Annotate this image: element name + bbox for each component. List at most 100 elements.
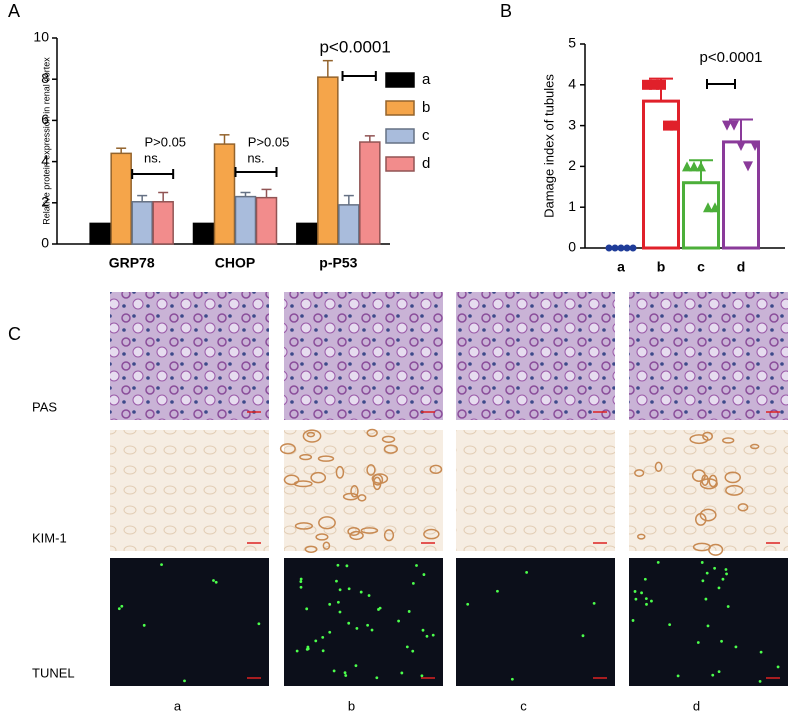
fluorescent-dot	[724, 568, 728, 571]
fluorescent-dot	[700, 561, 704, 564]
stain	[725, 484, 744, 496]
stain	[318, 516, 336, 530]
y-tick-label: 5	[568, 35, 576, 51]
micrograph	[456, 558, 615, 686]
micrograph-image	[456, 430, 615, 551]
fluorescent-dot	[420, 674, 424, 678]
fluorescent-dot	[631, 619, 635, 622]
bar	[317, 76, 339, 245]
fluorescent-dot	[656, 560, 660, 564]
stain	[724, 471, 741, 484]
fluorescent-dot	[411, 649, 415, 653]
bar	[89, 222, 111, 245]
fluorescent-dot	[336, 563, 340, 567]
column-label: a	[174, 698, 182, 713]
fluorescent-dot	[183, 679, 186, 683]
data-point	[642, 79, 652, 90]
x-tick-label: CHOP	[215, 255, 255, 271]
micrograph-image	[110, 430, 269, 551]
fluorescent-dot	[338, 588, 342, 592]
y-tick-label: 3	[568, 116, 576, 132]
stain	[279, 443, 296, 455]
data-point	[623, 244, 631, 252]
row-label: TUNEL	[32, 665, 75, 680]
fluorescent-dot	[466, 602, 470, 606]
stain	[429, 464, 443, 475]
column-label: b	[348, 698, 355, 713]
stain	[335, 465, 345, 479]
fluorescent-dot	[354, 664, 358, 668]
micrograph-image	[284, 558, 443, 686]
y-tick-label: 10	[33, 29, 49, 45]
fluorescent-dot	[633, 590, 637, 593]
y-axis-label: Relative protein expression in renal cor…	[41, 57, 51, 225]
micrograph	[629, 558, 788, 686]
fluorescent-dot	[321, 635, 325, 639]
stain	[357, 494, 367, 502]
stain	[423, 528, 440, 540]
data-point	[649, 79, 659, 90]
x-tick-label: c	[697, 259, 705, 275]
fluorescent-dot	[332, 669, 336, 673]
micrograph-image	[284, 430, 443, 551]
stain	[722, 437, 735, 444]
stain	[691, 469, 706, 483]
stain	[708, 543, 724, 556]
fluorescent-dot	[725, 572, 728, 576]
data-point	[703, 202, 713, 213]
x-tick-label: p-P53	[319, 255, 357, 271]
annotation: P>0.05	[144, 134, 186, 149]
y-tick-label: 1	[568, 198, 576, 214]
fluorescent-dot	[705, 571, 709, 575]
fluorescent-dot	[676, 674, 680, 678]
fluorescent-dot	[355, 627, 359, 630]
fluorescent-dot	[701, 579, 705, 583]
stain	[371, 473, 389, 484]
data-point	[611, 244, 619, 252]
fluorescent-dot	[336, 600, 340, 604]
fluorescent-dot	[776, 665, 780, 669]
data-point	[689, 161, 699, 172]
micrograph-image	[629, 292, 788, 420]
fluorescent-dot	[299, 577, 303, 581]
stain	[372, 476, 382, 491]
fluorescent-dot	[704, 597, 708, 601]
fluorescent-dot	[160, 563, 163, 566]
y-tick-label: 0	[568, 239, 576, 255]
fluorescent-dot	[344, 674, 348, 677]
fluorescent-dot	[711, 673, 715, 677]
fluorescent-dot	[407, 610, 411, 613]
micrograph	[284, 558, 443, 686]
y-tick-label: 0	[41, 235, 49, 251]
fluorescent-dot	[328, 602, 332, 606]
fluorescent-dot	[422, 573, 426, 576]
fluorescent-dot	[378, 606, 382, 610]
data-point	[736, 141, 746, 151]
fluorescent-dot	[338, 610, 342, 614]
stain	[381, 435, 396, 443]
fluorescent-dot	[367, 594, 371, 597]
fluorescent-dot	[634, 597, 638, 601]
fluorescent-dot	[328, 630, 332, 634]
data-point	[696, 161, 706, 172]
fluorescent-dot	[370, 628, 374, 632]
fluorescent-dot	[421, 628, 425, 632]
bar	[213, 143, 236, 245]
data-point	[682, 161, 692, 172]
significance-bracket	[706, 79, 736, 89]
x-tick-label: GRP78	[109, 255, 155, 271]
micrograph-image	[629, 558, 788, 686]
fluorescent-dot	[758, 679, 762, 683]
stain	[317, 455, 335, 462]
data-point	[629, 244, 637, 252]
stain	[304, 545, 318, 553]
data-point	[750, 141, 760, 151]
fluorescent-dot	[706, 624, 710, 628]
row-label: PAS	[32, 399, 57, 414]
fluorescent-dot	[431, 633, 435, 637]
x-tick-label: a	[617, 259, 625, 275]
stain	[737, 503, 749, 512]
fluorescent-dot	[713, 566, 716, 570]
bar	[234, 195, 257, 245]
